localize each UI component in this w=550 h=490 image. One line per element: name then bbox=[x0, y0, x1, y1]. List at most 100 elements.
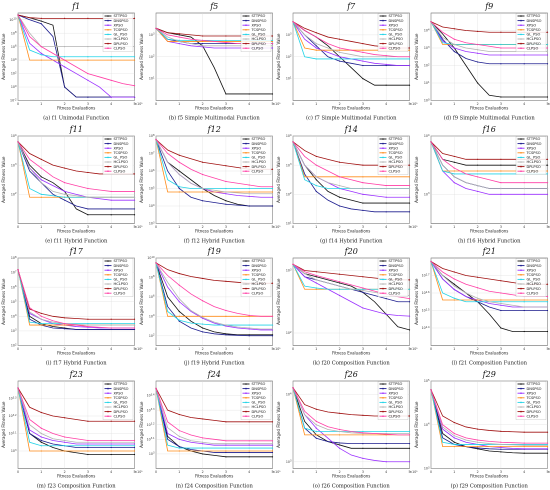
legend-label-DNSPSO: DNSPSO bbox=[526, 386, 541, 390]
legend-label-DPLPSO: DPLPSO bbox=[526, 42, 540, 46]
series-line-XPSO bbox=[155, 262, 272, 331]
series-line-DNSPSO bbox=[430, 21, 547, 65]
x-tick-label: 2 bbox=[201, 102, 203, 106]
data-point-XPSO bbox=[499, 446, 501, 448]
data-point-TCSPSO bbox=[224, 315, 226, 317]
y-tick-label: 103 bbox=[11, 448, 17, 452]
series-line-STTPSO bbox=[17, 387, 135, 455]
legend-label-TCSPSO: TCSPSO bbox=[388, 273, 403, 277]
legend-label-STTPSO: STTPSO bbox=[526, 14, 540, 18]
data-point-DNSPSO bbox=[110, 446, 112, 448]
x-tick-label: 3 bbox=[499, 347, 501, 351]
data-point-DNSPSO bbox=[523, 309, 525, 312]
data-point-STTPSO bbox=[362, 78, 364, 80]
legend-marker-CLPSO bbox=[382, 414, 384, 417]
y-tick-label: 102.4 bbox=[421, 326, 429, 330]
data-point-CLPSO bbox=[523, 181, 525, 183]
data-point-DPLPSO bbox=[87, 17, 89, 19]
data-point-DNSPSO bbox=[248, 451, 250, 453]
data-point-GL_PSO bbox=[271, 187, 273, 189]
data-point-GL_PSO bbox=[453, 443, 455, 445]
legend-label-CLPSO: CLPSO bbox=[526, 46, 538, 50]
data-point-HCLPSO bbox=[476, 297, 478, 299]
data-point-DNSPSO bbox=[315, 45, 317, 47]
data-point-CLPSO bbox=[453, 38, 455, 40]
chart-title: f24 bbox=[206, 370, 220, 379]
legend-marker-DNSPSO bbox=[107, 387, 109, 389]
x-tick-label: 2 bbox=[201, 225, 203, 229]
legend-marker-TCSPSO bbox=[382, 274, 384, 276]
x-tick-label: 3 bbox=[499, 102, 501, 106]
data-point-CLPSO bbox=[292, 21, 294, 23]
panel-caption: (n) f24 Composition Function bbox=[175, 482, 253, 489]
data-point-DPLPSO bbox=[64, 166, 66, 169]
legend-marker-DPLPSO bbox=[382, 165, 384, 167]
y-tick-label: 103.1 bbox=[146, 437, 154, 441]
x-tick-label: 3 bbox=[224, 225, 226, 229]
data-point-XPSO bbox=[224, 444, 226, 446]
data-point-TCSPSO bbox=[546, 299, 548, 301]
legend-label-XPSO: XPSO bbox=[114, 268, 124, 272]
data-point-GL_PSO bbox=[408, 288, 411, 290]
data-point-TCSPSO bbox=[453, 299, 455, 301]
data-point-HCLPSO bbox=[201, 45, 203, 47]
legend-label-DNSPSO: DNSPSO bbox=[251, 264, 266, 268]
data-point-CLPSO bbox=[523, 442, 525, 444]
legend-marker-XPSO bbox=[519, 391, 522, 394]
chart-svg: f14 0 1 2 3 4 5 101 102 103 104 ×10⁵ Fitness Evaluat… bbox=[276, 125, 418, 245]
data-point-XPSO bbox=[546, 447, 548, 449]
data-point-GL_PSO bbox=[315, 287, 317, 289]
chart-panel-f19: f19 0 1 2 3 4 5 102 104 106 108 1010 ×10⁵ Fitness Eva… bbox=[138, 245, 281, 368]
legend-label-STTPSO: STTPSO bbox=[389, 14, 403, 18]
data-point-STTPSO bbox=[178, 310, 180, 313]
legend-marker-STTPSO bbox=[244, 15, 247, 17]
data-point-CLPSO bbox=[339, 428, 341, 430]
data-point-HCLPSO bbox=[271, 328, 273, 330]
data-point-CLPSO bbox=[64, 323, 66, 325]
data-point-CLPSO bbox=[154, 138, 157, 140]
y-tick-label: 103.3 bbox=[146, 407, 154, 411]
series-line-STTPSO bbox=[155, 262, 272, 336]
legend-marker-DNSPSO bbox=[244, 264, 247, 267]
data-point-CLPSO bbox=[362, 431, 364, 433]
legend-marker-XPSO bbox=[107, 269, 109, 271]
y-axis-label: Averaged Fitness Value bbox=[276, 33, 281, 80]
y-tick-label: 106 bbox=[148, 295, 154, 299]
data-point-CLPSO bbox=[271, 43, 273, 45]
data-point-CLPSO bbox=[248, 439, 250, 441]
data-point-DPLPSO bbox=[362, 43, 364, 45]
legend-marker-GL_PSO bbox=[244, 156, 247, 158]
data-point-TCSPSO bbox=[64, 449, 66, 452]
data-point-GL_PSO bbox=[178, 319, 180, 321]
data-point-GL_PSO bbox=[453, 297, 455, 299]
data-point-CLPSO bbox=[110, 79, 112, 81]
x-tick-label: 4 bbox=[523, 225, 525, 229]
data-point-HCLPSO bbox=[362, 56, 364, 58]
data-point-TCSPSO bbox=[315, 433, 317, 435]
legend-label-TCSPSO: TCSPSO bbox=[388, 396, 403, 400]
legend-marker-CLPSO bbox=[519, 169, 522, 172]
x-tick-label: 1 bbox=[453, 470, 455, 474]
data-point-DPLPSO bbox=[133, 17, 136, 19]
legend-marker-TCSPSO bbox=[519, 29, 522, 31]
legend-marker-STTPSO bbox=[382, 382, 384, 385]
data-point-CLPSO bbox=[453, 432, 455, 434]
legend-label-CLPSO: CLPSO bbox=[114, 169, 126, 173]
legend-marker-GL_PSO bbox=[107, 156, 109, 158]
chart-title: f12 bbox=[206, 125, 220, 134]
x-axis-label: Fitness Evaluations bbox=[195, 351, 233, 356]
legend-marker-XPSO bbox=[244, 269, 247, 271]
legend-marker-CLPSO bbox=[244, 47, 247, 49]
legend-label-DNSPSO: DNSPSO bbox=[114, 19, 129, 23]
legend-label-GL_PSO: GL_PSO bbox=[114, 278, 128, 282]
data-point-GL_PSO bbox=[339, 187, 341, 189]
legend-marker-HCLPSO bbox=[244, 405, 247, 408]
chart-title: f26 bbox=[344, 370, 358, 379]
data-point-HCLPSO bbox=[64, 46, 66, 48]
series-line-GL_PSO bbox=[292, 21, 410, 60]
data-point-DNSPSO bbox=[87, 446, 89, 448]
x-tick-label: 3 bbox=[87, 347, 89, 351]
data-point-HCLPSO bbox=[271, 45, 273, 47]
legend-label-HCLPSO: HCLPSO bbox=[251, 405, 266, 409]
